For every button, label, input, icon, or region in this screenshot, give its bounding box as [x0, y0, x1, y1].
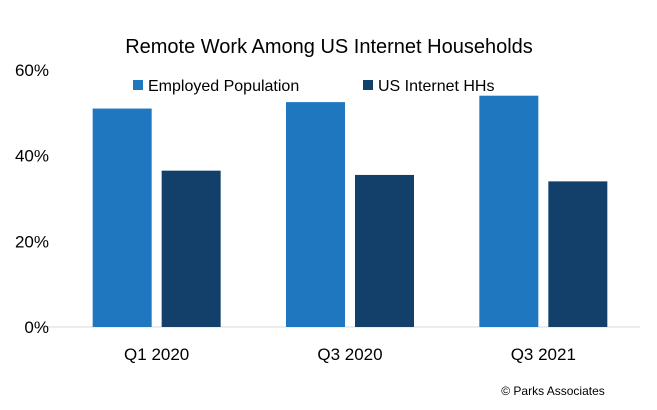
- x-tick-label: Q3 2020: [317, 345, 382, 364]
- axis-layer: 0% 20% 40% 60% Q1 2020 Q3 2020 Q3 2021: [15, 61, 640, 364]
- y-tick-label: 40%: [15, 147, 49, 166]
- legend-swatch: [133, 80, 143, 90]
- x-tick-label: Q1 2020: [124, 345, 189, 364]
- bar-us-internet-hhs-1: [355, 174, 414, 327]
- legend-label: US Internet HHs: [378, 78, 494, 95]
- x-tick-label: Q3 2021: [511, 345, 576, 364]
- y-tick-label: 60%: [15, 61, 49, 80]
- copyright-note: © Parks Associates: [501, 384, 605, 398]
- bars-layer: [92, 95, 608, 327]
- y-tick-label: 0%: [24, 318, 49, 337]
- y-tick-label: 20%: [15, 232, 49, 251]
- chart-title: Remote Work Among US Internet Households: [125, 36, 533, 58]
- bar-us-internet-hhs-0: [161, 170, 221, 327]
- bar-employed-population-1: [286, 102, 345, 327]
- bar-employed-population-2: [479, 95, 539, 327]
- legend-label: Employed Population: [148, 78, 299, 95]
- legend: Employed Population US Internet HHs: [133, 78, 494, 95]
- bar-us-internet-hhs-2: [548, 181, 608, 327]
- legend-swatch: [363, 80, 373, 90]
- bar-employed-population-0: [92, 108, 152, 327]
